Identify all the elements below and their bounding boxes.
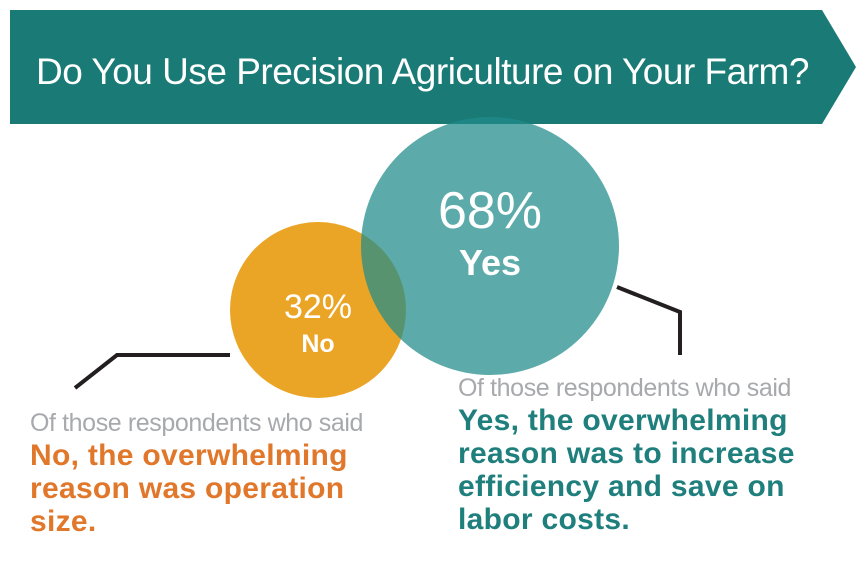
annotation-no-lead: Of those respondents who said bbox=[30, 409, 364, 437]
value-label-yes: 68% bbox=[438, 182, 542, 240]
title-banner bbox=[10, 10, 856, 124]
annotation-no-body: No, the overwhelming reason was operatio… bbox=[30, 439, 348, 538]
bubble-yes bbox=[361, 117, 619, 375]
leader-line-no bbox=[73, 353, 230, 390]
annotation-no: Of those respondents who said No, the ov… bbox=[30, 408, 430, 538]
bubble-no bbox=[230, 222, 406, 398]
annotation-yes: Of those respondents who said Yes, the o… bbox=[458, 373, 858, 536]
category-label-yes: Yes bbox=[459, 242, 521, 283]
annotation-yes-lead: Of those respondents who said bbox=[458, 374, 792, 402]
value-label-no: 32% bbox=[284, 288, 352, 326]
category-label-no: No bbox=[301, 330, 334, 358]
annotation-yes-body: Yes, the overwhelming reason was to incr… bbox=[458, 404, 795, 536]
leader-line-yes bbox=[616, 285, 682, 355]
chart-title: Do You Use Precision Agriculture on Your… bbox=[36, 51, 809, 92]
